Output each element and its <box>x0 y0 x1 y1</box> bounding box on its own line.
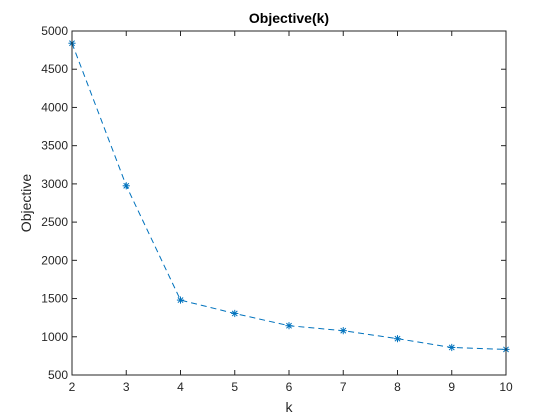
marker-stroke <box>448 344 455 351</box>
x-tick-label: 9 <box>448 380 455 394</box>
x-tick-label: 10 <box>499 380 513 394</box>
x-tick-label: 6 <box>286 380 293 394</box>
data-point-7 <box>339 327 347 335</box>
y-tick-label: 2000 <box>41 253 68 267</box>
marker-stroke <box>286 322 292 329</box>
marker-stroke <box>123 182 130 189</box>
chart-title: Objective(k) <box>249 10 329 26</box>
series-layer <box>68 39 510 353</box>
x-tick-label: 8 <box>394 380 401 394</box>
x-tick-label: 4 <box>177 380 184 394</box>
ticks-layer: 2 3 4 5 6 7 8 9 10 500 1000 1500 2000 2500 3000 3500 400… <box>41 24 513 394</box>
marker-stroke <box>340 327 347 334</box>
x-tick-label: 7 <box>340 380 347 394</box>
data-point-9 <box>448 343 456 352</box>
data-point-6 <box>285 322 293 330</box>
y-tick-label: 1500 <box>41 292 68 306</box>
data-point-8 <box>393 335 402 343</box>
y-tick-label: 3500 <box>41 139 68 153</box>
y-tick-label: 1000 <box>41 330 68 344</box>
x-tick-label: 3 <box>123 380 130 394</box>
data-point-4 <box>176 296 185 304</box>
x-tick-label: 2 <box>69 380 76 394</box>
y-tick-label: 3000 <box>41 177 68 191</box>
marker-stroke <box>394 335 401 342</box>
marker-stroke <box>231 310 238 317</box>
y-tick-label: 4500 <box>41 62 68 76</box>
marker-stroke <box>177 297 184 304</box>
x-axis-label: k <box>286 399 294 415</box>
y-tick-label: 5000 <box>41 24 68 38</box>
data-point-3 <box>122 182 130 190</box>
x-tick-label: 5 <box>231 380 238 394</box>
y-tick-label: 2500 <box>41 215 68 229</box>
data-point-5 <box>231 309 239 318</box>
plot-area <box>72 31 506 375</box>
y-tick-label: 4000 <box>41 100 68 114</box>
y-tick-label: 500 <box>48 368 68 382</box>
y-axis-label: Objective <box>18 174 34 233</box>
